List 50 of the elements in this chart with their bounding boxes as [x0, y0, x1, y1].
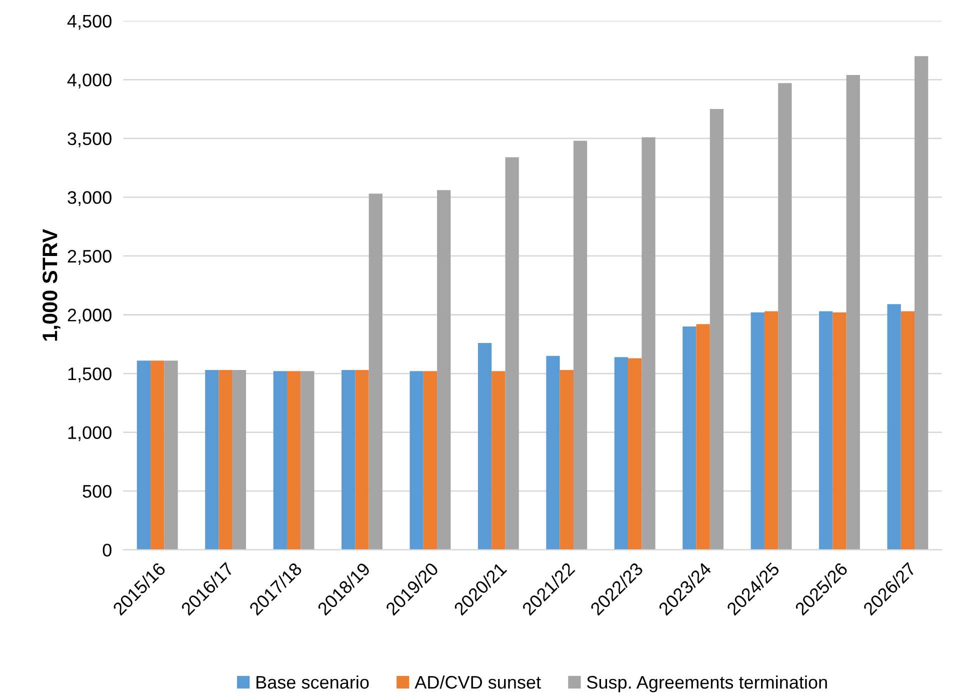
bar — [478, 342, 492, 550]
bar — [423, 371, 438, 550]
bar — [300, 371, 314, 550]
bar — [546, 356, 560, 550]
legend-label: AD/CVD sunset — [414, 675, 541, 689]
bar — [505, 157, 519, 550]
bar — [573, 140, 588, 550]
bar — [696, 324, 710, 550]
bar — [642, 137, 656, 550]
bar — [164, 360, 178, 550]
bar — [887, 304, 901, 550]
bar — [342, 370, 356, 550]
y-tick-label: 1,000 — [68, 426, 112, 442]
y-axis-title: 1,000 STRV — [42, 228, 60, 341]
y-tick-label: 500 — [82, 485, 112, 498]
bar — [778, 83, 792, 550]
bar — [368, 194, 382, 550]
bar — [355, 370, 369, 550]
bar — [205, 370, 219, 550]
bar — [750, 312, 764, 550]
bar — [218, 370, 232, 550]
bar — [710, 109, 724, 550]
y-tick-label: 3,000 — [68, 191, 112, 206]
bar — [628, 358, 642, 550]
y-tick-label: 1,500 — [68, 367, 112, 382]
bar — [286, 371, 301, 550]
bar — [150, 360, 164, 550]
bar — [900, 311, 915, 550]
bar — [232, 370, 246, 550]
y-tick-label: 2,500 — [68, 250, 112, 265]
bar — [273, 371, 287, 550]
bar — [819, 311, 833, 550]
bar — [437, 190, 451, 550]
bar — [764, 311, 778, 550]
bar — [846, 74, 860, 550]
bar — [410, 371, 424, 550]
bar — [492, 371, 506, 550]
y-tick-label: 4,000 — [67, 74, 112, 89]
legend-label: Susp. Agreements termination — [587, 675, 827, 692]
y-tick-label: 2,000 — [68, 308, 112, 324]
y-tick-label: 3,500 — [68, 132, 112, 148]
legend-label: Base scenario — [256, 675, 369, 689]
bar — [560, 370, 574, 550]
y-tick-label: 4,500 — [67, 14, 112, 30]
bar — [832, 312, 846, 550]
bar — [914, 56, 928, 550]
y-tick-label: 0 — [102, 544, 112, 557]
bar — [682, 326, 696, 550]
bar — [614, 357, 628, 550]
bar — [136, 360, 151, 550]
